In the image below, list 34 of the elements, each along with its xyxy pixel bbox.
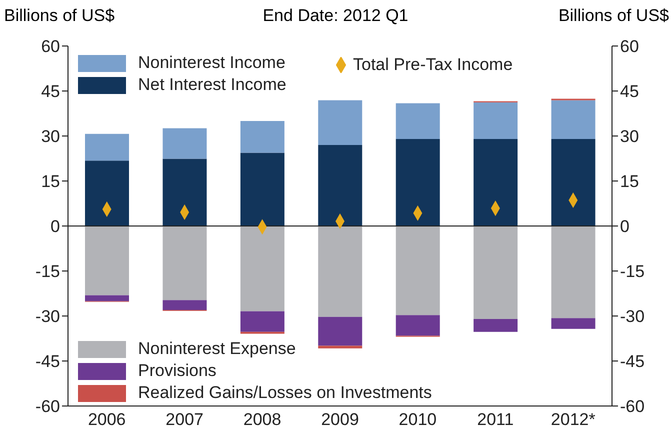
- y2-tick-label: 30: [620, 127, 639, 146]
- y2-tick-label: -60: [620, 397, 645, 416]
- y2-tick-label: -30: [620, 307, 645, 326]
- y2-tick-label: -15: [620, 262, 645, 282]
- y2-tick-label: 0: [620, 217, 630, 236]
- legend-label: Noninterest Income: [138, 52, 286, 74]
- y-tick-label: 30: [41, 127, 60, 146]
- y-tick-label: -45: [35, 352, 60, 372]
- x-tick-label: 2010: [398, 410, 437, 430]
- y2-tick-label: 60: [620, 37, 639, 56]
- x-tick-label: 2007: [166, 410, 204, 430]
- x-tick-label: 2008: [243, 410, 282, 430]
- legend-label: Net Interest Income: [138, 74, 286, 96]
- y-tick-label: 60: [41, 37, 60, 56]
- x-tick-label: 2006: [88, 410, 126, 430]
- y2-tick-label: 15: [620, 172, 639, 192]
- y2-axis-title: Billions of US$: [558, 6, 669, 26]
- y-tick-label: 0: [50, 217, 60, 236]
- legend-label: Noninterest Expense: [138, 338, 296, 360]
- y-tick-label: -15: [35, 262, 60, 282]
- chart-title: End Date: 2012 Q1: [262, 6, 408, 25]
- y-tick-label: -30: [35, 307, 60, 326]
- x-tick-label: 2011: [477, 410, 514, 430]
- x-tick-label: 2009: [321, 410, 359, 430]
- x-tick-label: 2012*: [550, 410, 596, 430]
- legend-label: Realized Gains/Losses on Investments: [138, 382, 432, 404]
- y-tick-label: -60: [35, 397, 60, 416]
- legend-label: Total Pre-Tax Income: [353, 54, 513, 76]
- y-axis-title: Billions of US$: [4, 6, 115, 26]
- y-tick-label: 45: [41, 82, 60, 102]
- y-tick-label: 15: [41, 172, 60, 192]
- y2-tick-label: -45: [620, 352, 645, 372]
- y2-tick-label: 45: [620, 82, 639, 102]
- legend-label: Provisions: [138, 360, 216, 382]
